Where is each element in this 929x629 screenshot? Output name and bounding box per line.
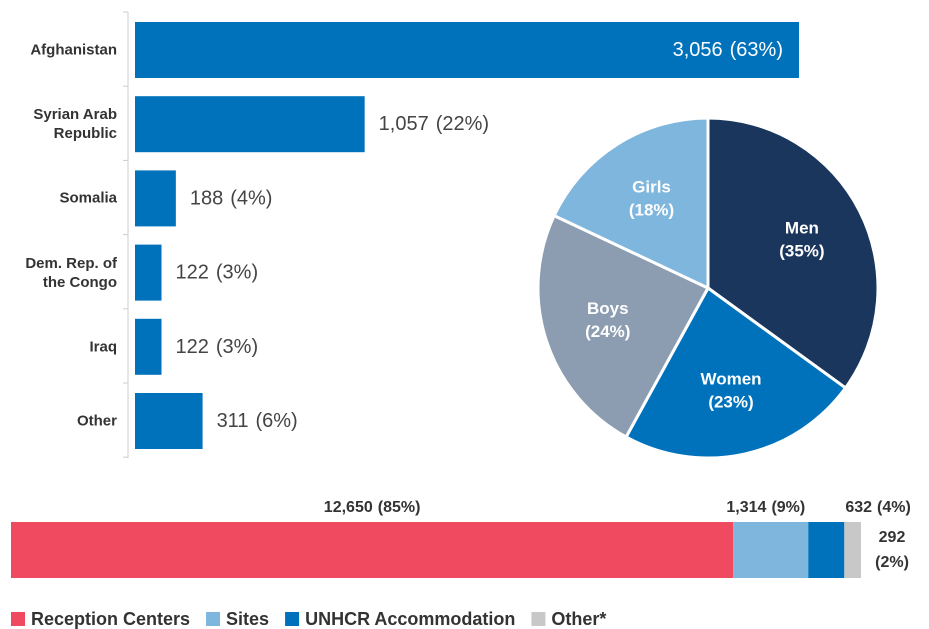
share-label: (22%) [436,113,489,135]
pie-slice [706,116,880,391]
bar [135,318,162,375]
legend-label: Other* [551,609,606,629]
bar [135,22,799,78]
bar [135,244,162,301]
data-label: 311 (6%) [217,410,298,432]
share-label: (9%) [771,499,805,516]
slice-label: Boys [587,299,629,318]
share-label: (6%) [255,410,297,432]
slice-value: (35%) [779,242,824,261]
legend-swatch [285,612,300,626]
value-label: 632 [845,499,872,516]
share-label: (3%) [216,336,258,358]
bar-segment [844,522,861,578]
category-label: Syrian Arab Republic [33,106,117,143]
value-label: 1,314 [726,499,766,516]
slice-label: Girls [632,177,671,196]
value-label: 188 [190,188,223,210]
pie-slice [552,116,710,291]
value-label: 3,056 [673,39,723,61]
legend-swatch [11,612,25,626]
data-label: 122 (3%) [176,262,259,284]
data-label: 632 (4%) [845,499,910,516]
legend-label: Sites [226,609,269,629]
bar-segment [808,522,845,578]
slice-value: (18%) [629,200,674,219]
legend-swatch [206,612,221,626]
share-label: (85%) [378,499,421,516]
data-label: 1,314 (9%) [726,499,805,516]
slice-label: Women [700,369,761,388]
pie-slice [536,213,711,440]
share-label: (63%) [730,39,783,61]
data-label: 12,650 (85%) [324,499,421,516]
slice-value: (23%) [708,392,753,411]
value-label: 292 [879,529,906,546]
value-label: 12,650 [324,499,373,516]
share-label: (4%) [230,188,272,210]
share-label: (3%) [216,262,258,284]
bar-segment [11,522,734,578]
data-label: 3,056 (63%) [673,39,783,61]
value-label: 311 [217,410,249,432]
value-label: 122 [176,262,209,284]
slice-label: Men [785,219,819,238]
value-label: 122 [176,336,209,358]
value-label: 1,057 [379,113,429,135]
category-label: Somalia [59,189,117,207]
data-label: 122 (3%) [176,336,259,358]
data-label: 1,057 (22%) [379,113,489,135]
share-label: (2%) [875,554,909,571]
share-label: (4%) [877,499,911,516]
category-label: Other [76,412,117,430]
slice-value: (24%) [585,322,630,341]
category-label: Afghanistan [30,41,117,59]
category-label: Iraq [89,338,117,356]
data-label: 188 (4%) [190,188,273,210]
pie-slice [624,285,848,460]
legend-label: UNHCR Accommodation [305,609,515,629]
bar [135,170,176,227]
legend-swatch [531,612,546,626]
legend-label: Reception Centers [31,609,190,629]
bar [135,96,365,153]
bar [135,393,203,449]
category-label: Dem. Rep. of the Congo [25,254,117,291]
bar-segment [733,522,809,578]
